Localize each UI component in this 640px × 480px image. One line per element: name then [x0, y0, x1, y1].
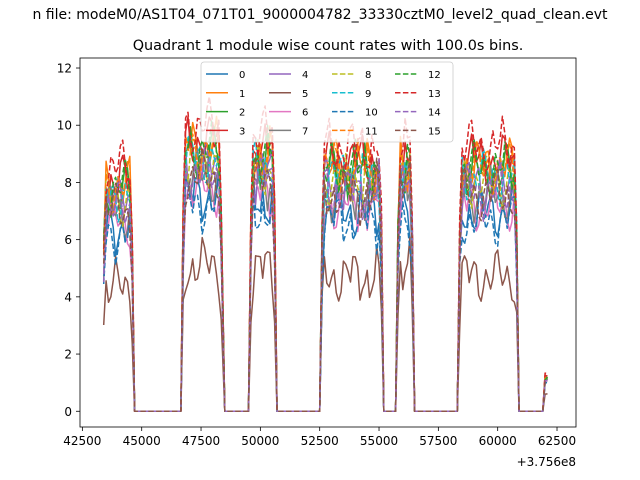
legend-label: 11 — [365, 126, 378, 137]
legend-label: 0 — [239, 70, 245, 81]
series-line-15 — [102, 147, 548, 413]
x-tick-label: 50000 — [241, 434, 279, 448]
y-tick-label: 2 — [64, 348, 72, 362]
legend-label: 5 — [302, 89, 308, 100]
legend-label: 3 — [239, 126, 245, 137]
legend-label: 10 — [365, 108, 378, 119]
x-axis: 42500 45000 47500 50000 52500 55000 57500 60000… — [63, 427, 576, 448]
x-tick-label: 55000 — [360, 434, 398, 448]
legend-label: 9 — [365, 89, 371, 100]
y-tick-label: 6 — [64, 233, 72, 247]
x-tick-label: 60000 — [479, 434, 517, 448]
legend-label: 2 — [239, 108, 245, 119]
legend-label: 8 — [365, 70, 371, 81]
legend-label: 15 — [428, 126, 441, 137]
y-axis: 0 2 4 6 8 10 12 — [57, 62, 80, 419]
x-tick-label: 42500 — [63, 434, 101, 448]
x-tick-label: 57500 — [419, 434, 457, 448]
x-tick-label: 47500 — [182, 434, 220, 448]
y-tick-label: 4 — [64, 290, 72, 304]
chart-title: Quadrant 1 module wise count rates with … — [133, 38, 524, 54]
legend-label: 4 — [302, 70, 308, 81]
legend-label: 13 — [428, 89, 441, 100]
y-tick-label: 12 — [57, 62, 72, 76]
series-line-14 — [102, 148, 548, 413]
x-tick-label: 62500 — [538, 434, 576, 448]
legend-frame — [200, 61, 454, 143]
x-offset-label: +3.756e8 — [517, 455, 576, 469]
series-line-5 — [102, 236, 548, 413]
legend-label: 6 — [302, 108, 308, 119]
x-tick-label: 52500 — [301, 434, 339, 448]
legend-label: 14 — [428, 108, 441, 119]
y-tick-label: 0 — [64, 405, 72, 419]
x-tick-label: 45000 — [123, 434, 161, 448]
series-line-10 — [102, 176, 548, 413]
series-line-13 — [102, 96, 548, 413]
figure-suptitle: n file: modeM0/AS1T04_071T01_9000004782_… — [32, 7, 608, 23]
series-line-3 — [102, 115, 548, 413]
legend-label: 7 — [302, 126, 308, 137]
plot-frame — [79, 57, 577, 428]
legend-label: 1 — [239, 89, 245, 100]
series-lines — [102, 96, 549, 413]
y-tick-label: 8 — [64, 176, 72, 190]
series-line-9 — [102, 133, 548, 413]
y-tick-label: 10 — [57, 119, 72, 133]
legend-label: 12 — [428, 70, 441, 81]
